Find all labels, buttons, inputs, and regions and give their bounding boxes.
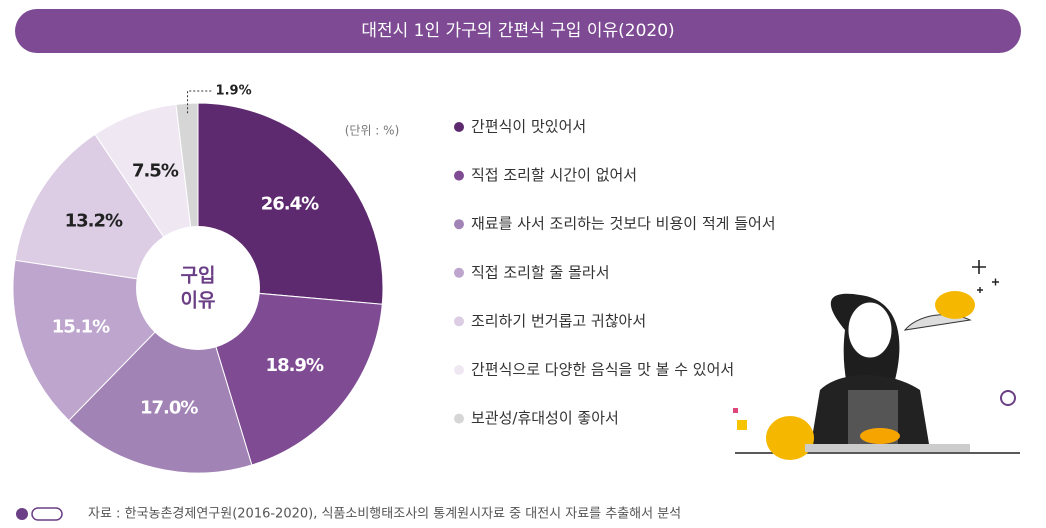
legend-label: 직접 조리할 줄 몰라서 (471, 263, 610, 281)
center-label: 이유 (181, 290, 216, 312)
data-label: 7.5% (132, 161, 179, 182)
legend-label: 직접 조리할 시간이 없어서 (471, 166, 637, 184)
chart-title: 대전시 1인 가구의 간편식 구입 이유(2020) (361, 21, 674, 41)
title-bar (15, 9, 1021, 53)
source-icon (16, 508, 28, 520)
data-label: 1.9% (216, 84, 252, 99)
data-label: 13.2% (65, 211, 123, 232)
data-label: 17.0% (140, 397, 198, 418)
center-label: 구입 (181, 265, 216, 287)
unit-label: (단위 : %) (345, 124, 400, 138)
legend-label: 보관성/휴대성이 좋아서 (471, 409, 619, 427)
legend-dot (454, 365, 464, 375)
source-icon (31, 507, 63, 521)
legend-dot (454, 267, 464, 278)
legend-dot (454, 413, 464, 424)
data-label: 26.4% (261, 193, 319, 214)
data-label: 18.9% (266, 355, 324, 376)
data-label: 15.1% (52, 316, 110, 337)
legend-dot (454, 316, 464, 327)
legend-label: 재료를 사서 조리하는 것보다 비용이 적게 들어서 (471, 215, 776, 233)
legend-dot (454, 122, 464, 132)
source: 자료 : 한국농촌경제연구원(2016-2020), 식품소비행태조사의 통계원… (88, 506, 681, 522)
legend-dot (454, 170, 464, 181)
legend-label: 조리하기 번거롭고 귀찮아서 (471, 312, 646, 330)
legend-dot (454, 219, 464, 230)
illustration (733, 260, 1020, 460)
legend-label: 간편식으로 다양한 음식을 맛 볼 수 있어서 (471, 361, 734, 379)
pie-slice (197, 287, 383, 466)
pie-hole (136, 226, 260, 350)
legend-label: 간편식이 맛있어서 (471, 118, 586, 136)
